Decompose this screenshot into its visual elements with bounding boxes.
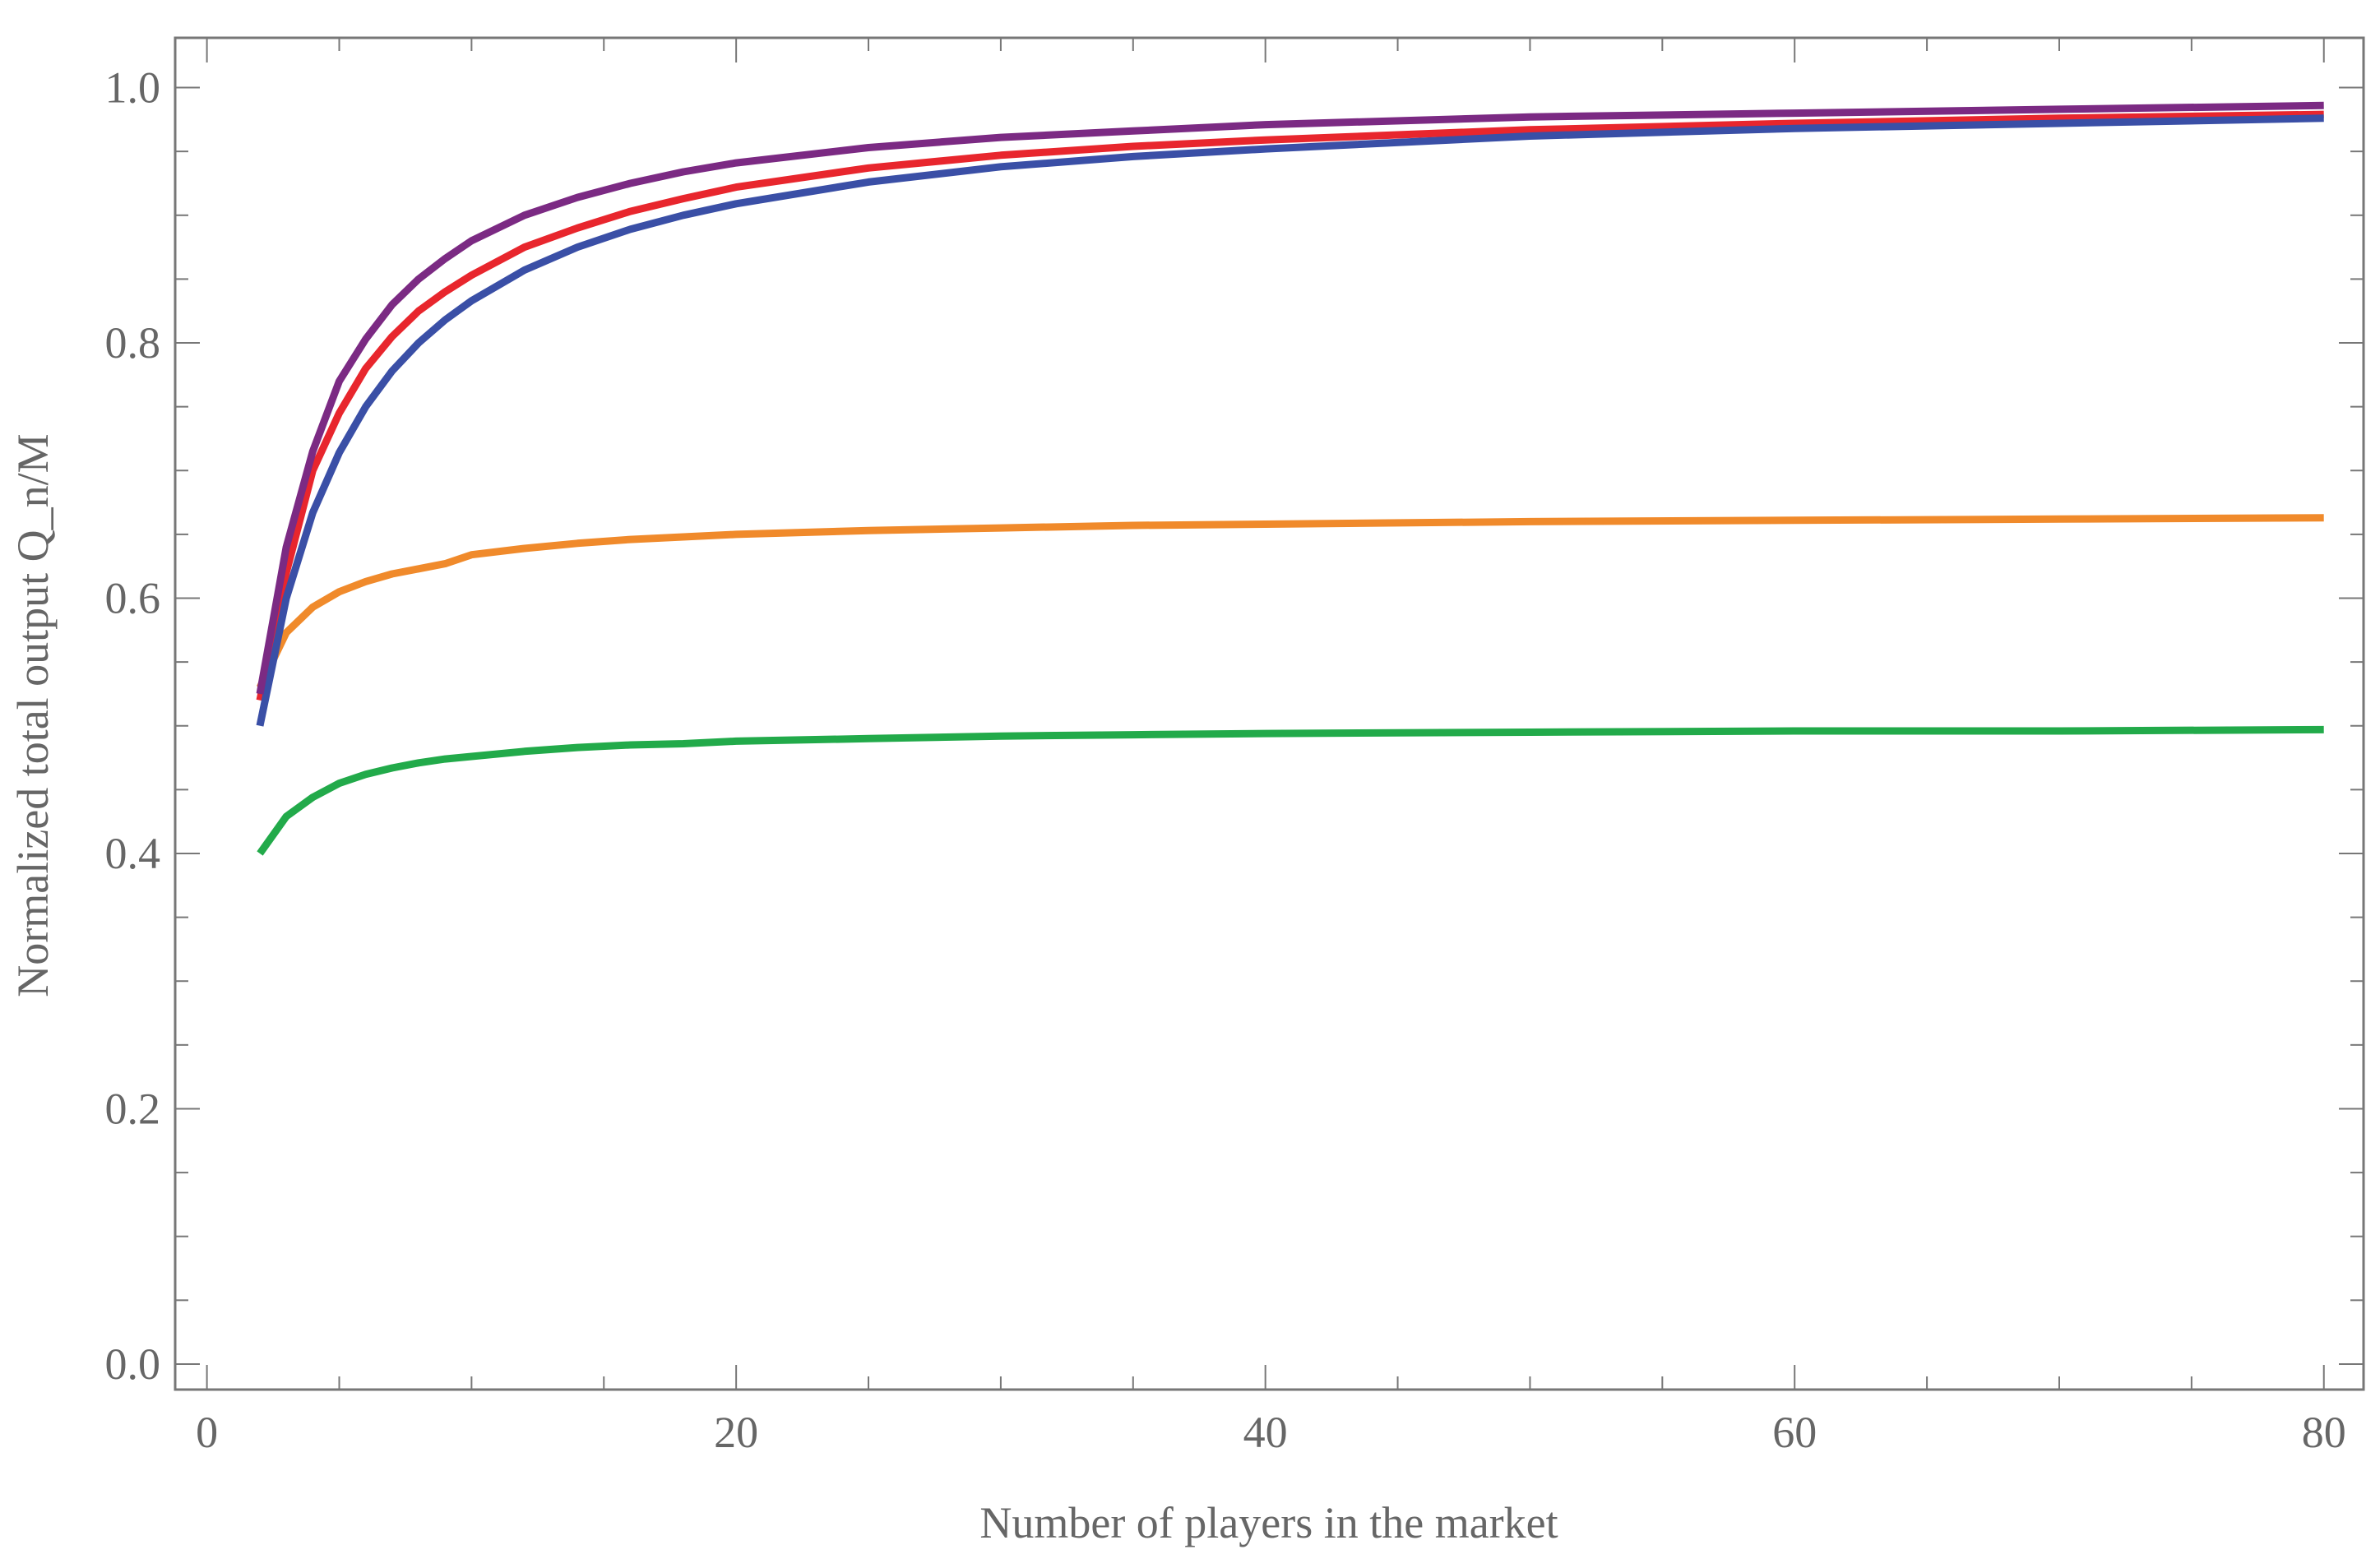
plot-frame bbox=[174, 36, 2365, 1391]
x-axis-label: Number of players in the market bbox=[979, 1498, 1558, 1547]
series-line bbox=[256, 110, 2324, 701]
x-tick-label: 20 bbox=[714, 1408, 758, 1457]
y-tick-label: 0.6 bbox=[105, 574, 161, 623]
series-line bbox=[256, 101, 2324, 695]
y-tick-label: 0.8 bbox=[105, 318, 161, 368]
x-tick-label: 80 bbox=[2302, 1408, 2346, 1457]
y-tick-label: 0.2 bbox=[105, 1084, 161, 1133]
x-tick-label: 0 bbox=[196, 1408, 218, 1457]
y-tick-label: 0.4 bbox=[105, 829, 161, 878]
series-line bbox=[256, 514, 2324, 690]
y-tick-label: 0.0 bbox=[105, 1339, 161, 1389]
x-tick-label: 40 bbox=[1243, 1408, 1288, 1457]
y-axis-label: Normalized total output Q_n/M bbox=[8, 433, 58, 997]
series-line bbox=[257, 725, 2324, 856]
x-tick-label: 60 bbox=[1772, 1408, 1817, 1457]
series-line bbox=[256, 114, 2324, 727]
y-tick-label: 1.0 bbox=[105, 63, 161, 113]
